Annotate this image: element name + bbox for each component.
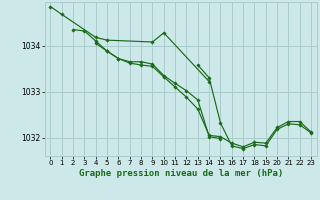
X-axis label: Graphe pression niveau de la mer (hPa): Graphe pression niveau de la mer (hPa) bbox=[79, 169, 283, 178]
